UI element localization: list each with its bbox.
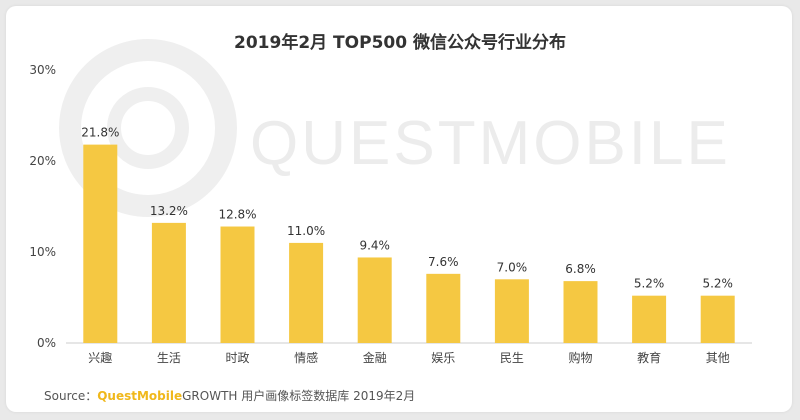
x-tick-label: 娱乐: [431, 351, 455, 365]
data-label: 7.6%: [428, 255, 459, 269]
bar: [494, 279, 529, 343]
bar: [700, 295, 735, 343]
x-tick-label: 民生: [500, 351, 524, 365]
x-tick-label: 金融: [363, 350, 387, 365]
y-tick-label: 10%: [29, 245, 56, 259]
source-prefix: Source：: [44, 389, 98, 403]
source-product: GROWTH: [182, 389, 238, 403]
data-label: 13.2%: [150, 204, 188, 218]
source-line: Source：QuestMobileGROWTH 用户画像标签数据库 2019年…: [44, 387, 415, 404]
x-tick-label: 兴趣: [88, 350, 112, 365]
data-label: 9.4%: [359, 238, 390, 252]
data-label: 5.2%: [702, 277, 733, 291]
chart-title: 2019年2月 TOP500 微信公众号行业分布: [234, 33, 566, 53]
y-tick-label: 20%: [29, 154, 56, 168]
x-tick-label: 其他: [706, 351, 730, 365]
bar: [83, 144, 118, 343]
data-label: 6.8%: [565, 262, 596, 276]
bar: [289, 242, 324, 343]
bar: [357, 257, 392, 343]
x-tick-label: 情感: [294, 350, 318, 365]
bar: [151, 222, 186, 343]
x-tick-label: 时政: [225, 351, 249, 365]
data-label: 12.8%: [218, 208, 256, 222]
data-label: 11.0%: [287, 224, 325, 238]
y-tick-label: 30%: [29, 63, 56, 77]
x-tick-label: 购物: [568, 350, 592, 365]
bar: [220, 226, 255, 343]
bar: [563, 281, 598, 343]
data-label: 5.2%: [634, 277, 665, 291]
data-label: 21.8%: [81, 126, 119, 140]
x-tick-label: 生活: [157, 351, 181, 365]
source-brand: QuestMobile: [97, 389, 183, 403]
data-label: 7.0%: [497, 260, 528, 274]
watermark-logo-icon: [59, 39, 237, 217]
y-tick-label: 0%: [37, 336, 56, 350]
bar: [426, 273, 461, 343]
watermark-text: QUESTMOBILE: [250, 109, 731, 178]
bar: [632, 295, 667, 343]
x-tick-label: 教育: [637, 350, 661, 365]
source-rest: 用户画像标签数据库 2019年2月: [237, 389, 416, 403]
